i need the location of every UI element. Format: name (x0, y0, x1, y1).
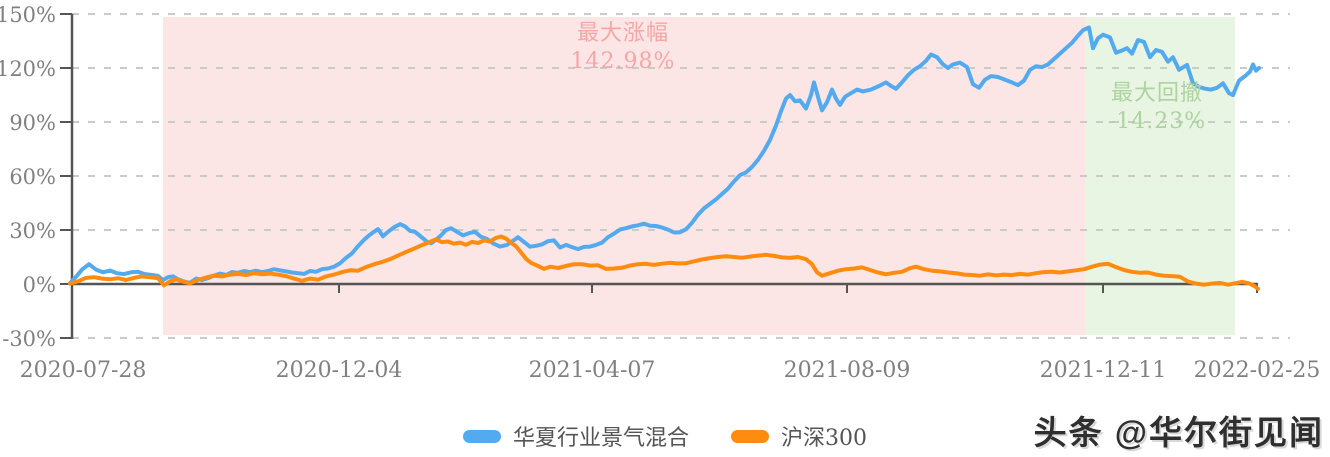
y-tick-label-150: 150% (0, 3, 56, 27)
y-tick-label-120: 120% (0, 57, 56, 81)
y-tick-label--30: -30% (2, 327, 56, 351)
watermark: 头条 @华尔街见闻 (1033, 414, 1324, 451)
legend: 华夏行业景气混合 沪深300 (0, 420, 1330, 452)
series-line-csi300 (68, 234, 1260, 291)
legend-swatch-csi300-icon (731, 429, 769, 443)
series-line-fund (68, 25, 1261, 286)
legend-item-csi300[interactable]: 沪深300 (731, 420, 867, 452)
x-tick-label: 2021-04-07 (529, 358, 656, 383)
x-tick-label: 2021-12-11 (1040, 358, 1167, 383)
x-tick-label: 2020-07-28 (20, 358, 147, 383)
y-tick-label-90: 90% (9, 111, 56, 135)
y-tick-label-60: 60% (9, 165, 56, 189)
legend-label-csi300: 沪深300 (781, 426, 867, 451)
x-tick-label: 2021-08-09 (784, 358, 911, 383)
x-tick-label: 2020-12-04 (276, 358, 403, 383)
x-tick-label: 2022-02-25 (1194, 358, 1321, 383)
legend-label-fund: 华夏行业景气混合 (512, 426, 689, 451)
legend-item-fund[interactable]: 华夏行业景气混合 (462, 420, 689, 452)
y-tick-label-0: 0% (23, 273, 56, 297)
y-tick-label-30: 30% (9, 219, 56, 243)
legend-swatch-fund-icon (462, 429, 501, 443)
